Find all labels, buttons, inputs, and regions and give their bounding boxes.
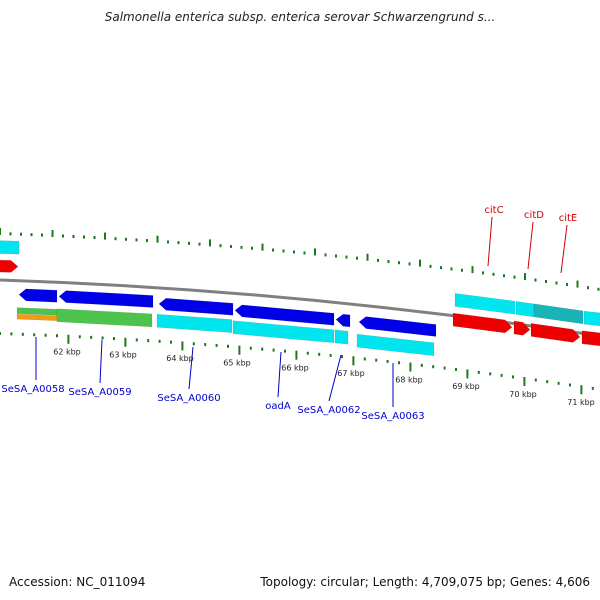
outer-tick-track: [0, 228, 600, 291]
gene-label-layer: SeSA_A0058 SeSA_A0059 SeSA_A0060 oadA SeSA_A…: [1, 205, 577, 422]
cds-feature[interactable]: [234, 304, 335, 326]
gene-label[interactable]: oadA: [265, 401, 291, 412]
rna-feature[interactable]: [16, 307, 58, 316]
cds-feature[interactable]: [358, 316, 437, 337]
tick-label: 63 kbp: [109, 351, 137, 360]
cds-feature[interactable]: [18, 288, 58, 303]
tick-label: 67 kbp: [337, 369, 365, 378]
cds-feature[interactable]: [0, 240, 20, 255]
label-leader-line: [560, 224, 568, 274]
label-leader-line: [487, 216, 493, 267]
cds-feature[interactable]: [356, 333, 435, 357]
cds-feature[interactable]: [515, 301, 535, 318]
gene-label[interactable]: citD: [524, 210, 544, 221]
gene-label[interactable]: SeSA_A0058: [1, 384, 64, 395]
cds-feature[interactable]: [533, 303, 584, 325]
cds-feature[interactable]: [0, 259, 19, 273]
cds-feature[interactable]: [530, 323, 581, 343]
tick-label: 64 kbp: [166, 354, 194, 363]
tick-label: 69 kbp: [452, 382, 480, 391]
cds-feature[interactable]: [452, 312, 513, 334]
cds-feature[interactable]: [513, 320, 531, 336]
topology-text: Topology: circular; Length: 4,709,075 bp…: [260, 575, 590, 589]
cds-feature[interactable]: [581, 330, 600, 347]
map-title: Salmonella enterica subsp. enterica sero…: [104, 10, 496, 24]
cds-feature[interactable]: [232, 320, 335, 344]
cds-feature[interactable]: [58, 290, 154, 308]
label-leader-line: [527, 221, 534, 270]
label-leader-line: [277, 351, 282, 398]
cds-feature[interactable]: [334, 329, 349, 345]
gene-label[interactable]: citE: [559, 213, 578, 224]
tick-label: 68 kbp: [395, 375, 423, 384]
inner-tick-track: 62 kbp 63 kbp 64 kbp 65 kbp 66 kbp 67 kbp 68 k…: [0, 332, 595, 407]
tick-label: 66 kbp: [281, 364, 309, 373]
label-leader-line: [328, 354, 342, 402]
feature-track: [0, 240, 600, 357]
gene-label[interactable]: citC: [484, 205, 503, 216]
gene-label[interactable]: SeSA_A0060: [157, 393, 220, 404]
cds-feature[interactable]: [583, 310, 600, 327]
gene-label[interactable]: SeSA_A0063: [361, 411, 424, 422]
tick-label: 71 kbp: [567, 398, 595, 407]
cds-feature[interactable]: [454, 293, 516, 315]
label-leader-line: [99, 339, 103, 384]
accession-text: Accession: NC_011094: [9, 575, 146, 589]
gene-label[interactable]: SeSA_A0059: [68, 387, 131, 398]
tick-label: 62 kbp: [53, 348, 81, 357]
label-leader-line: [188, 346, 194, 390]
tick-label: 65 kbp: [223, 359, 251, 368]
cds-feature[interactable]: [158, 298, 234, 316]
cds-feature[interactable]: [335, 313, 351, 328]
tick-label: 70 kbp: [509, 390, 537, 399]
rna-feature[interactable]: [56, 308, 153, 328]
cds-feature[interactable]: [156, 313, 233, 333]
gene-label[interactable]: SeSA_A0062: [297, 405, 360, 416]
